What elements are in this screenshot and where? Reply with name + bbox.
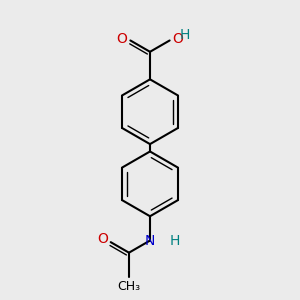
- Text: H: H: [169, 233, 179, 248]
- Text: N: N: [145, 233, 155, 248]
- Text: O: O: [116, 32, 127, 46]
- Text: O: O: [97, 232, 108, 246]
- Text: CH₃: CH₃: [117, 280, 140, 293]
- Text: H: H: [180, 28, 190, 42]
- Text: O: O: [172, 32, 184, 46]
